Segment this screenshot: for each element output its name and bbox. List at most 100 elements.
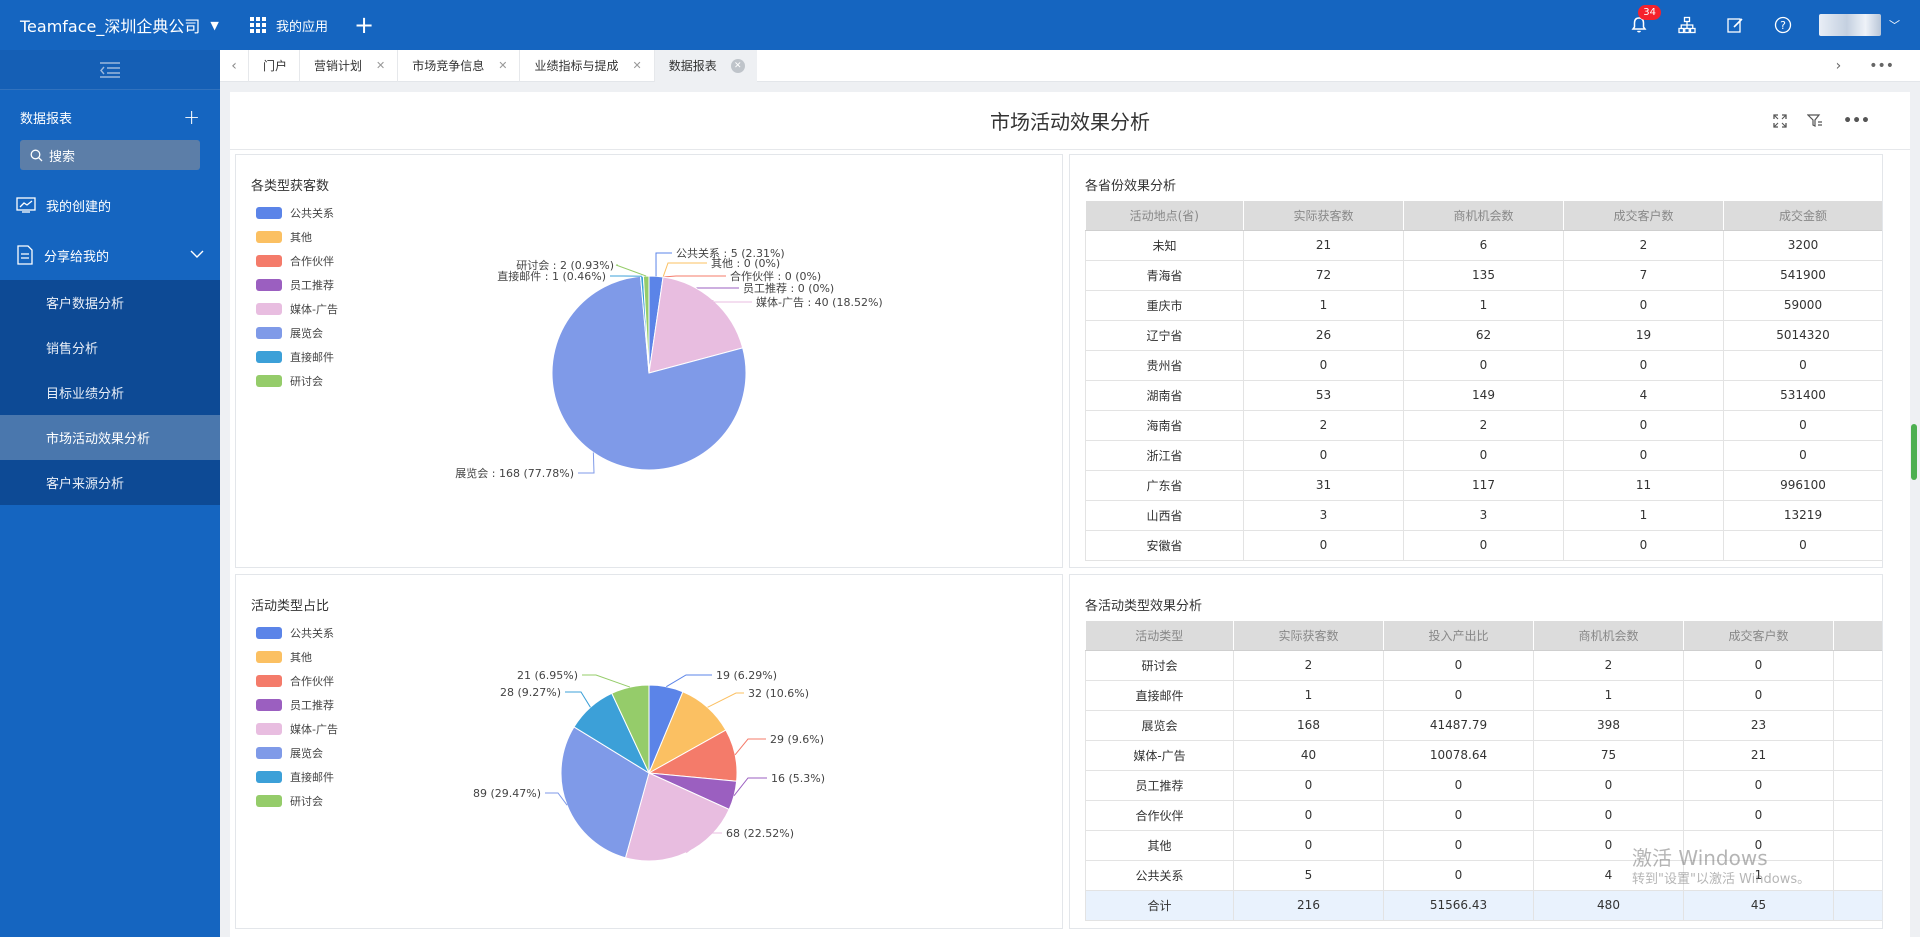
apps-grid-icon [250,17,266,33]
table-cell: 6 [1403,230,1564,261]
close-circle-icon[interactable]: ✕ [730,58,745,73]
sidebar-item-shared-with-me[interactable]: 分享给我的 [0,230,220,280]
table-cell: 4 [1533,860,1684,891]
table-cell: 0 [1563,530,1724,561]
add-icon[interactable]: + [354,11,375,39]
table-cell: 青海省 [1085,260,1244,291]
pie-data-label: 89 (29.47%) [473,787,541,800]
column-header[interactable]: 实际获客数 [1243,201,1404,231]
table-cell: 5014320 [1723,320,1882,351]
company-name: Teamface_深圳企典公司 [20,17,201,36]
legend-item[interactable]: 直接邮件 [256,345,338,369]
table-cell: 0 [1403,530,1564,561]
user-avatar[interactable] [1819,14,1881,36]
my-apps-button[interactable]: 我的应用 [250,16,328,35]
sidebar-subitem-marketing-effect[interactable]: 市场活动效果分析 [0,415,220,460]
user-menu-caret-icon[interactable]: ﹀ [1889,19,1900,32]
sidebar-search-input[interactable]: 搜索 [20,140,200,170]
column-header[interactable]: 实际获客数 [1233,621,1384,651]
legend-item[interactable]: 合作伙伴 [256,669,338,693]
panel-title: 活动类型占比 [251,599,330,614]
legend-label: 公共关系 [290,207,334,220]
table-cell: 41487.79 [1383,710,1534,741]
legend-item[interactable]: 媒体-广告 [256,297,338,321]
legend-item[interactable]: 研讨会 [256,369,338,393]
table-cell: 0 [1383,650,1534,681]
close-icon[interactable]: ✕ [498,59,508,72]
pie-chart-customers: 公共关系 : 5 (2.31%)其他 : 0 (0%)合作伙伴 : 0 (0%)… [455,246,882,480]
org-chart-icon[interactable] [1675,13,1699,37]
sidebar-subitem-target-performance[interactable]: 目标业绩分析 [46,387,125,402]
table-cell-filler [1833,830,1882,861]
sidebar-subitem-sales[interactable]: 销售分析 [46,342,99,357]
table-cell: 0 [1723,350,1882,381]
table-cell: 0 [1403,350,1564,381]
pie-leader-line [578,452,595,474]
column-header[interactable]: 商机机会数 [1533,621,1684,651]
svg-text:?: ? [1780,19,1786,32]
legend-label: 合作伙伴 [290,255,334,268]
column-header[interactable]: 投入产出比 [1383,621,1534,651]
filter-icon[interactable] [1807,113,1823,129]
table-cell: 重庆市 [1085,290,1244,321]
report-more-icon[interactable]: ••• [1843,113,1870,129]
column-header[interactable]: 活动地点(省) [1085,201,1244,231]
legend-item[interactable]: 其他 [256,225,338,249]
legend-item[interactable]: 展览会 [256,321,338,345]
column-header[interactable]: 商机机会数 [1403,201,1564,231]
table-cell: 0 [1723,440,1882,471]
column-header[interactable]: 成交金额 [1723,201,1882,231]
table-cell: 0 [1723,410,1882,441]
legend-item[interactable]: 合作伙伴 [256,249,338,273]
close-icon[interactable]: ✕ [632,59,642,72]
notification-bell-icon[interactable]: 34 [1627,5,1661,37]
pie-slice[interactable] [611,684,650,774]
pie-slice[interactable] [551,275,747,471]
legend-item[interactable]: 其他 [256,645,338,669]
legend-item[interactable]: 员工推荐 [256,693,338,717]
legend-item[interactable]: 公共关系 [256,201,338,225]
column-header[interactable]: 成交客户数 [1683,621,1834,651]
collapse-menu-icon [100,61,120,78]
column-header[interactable]: 成交客户数 [1563,201,1724,231]
column-header[interactable]: 活动类型 [1085,621,1234,651]
pie-slice[interactable] [642,275,650,374]
sidebar-subitem-customer-source[interactable]: 客户来源分析 [46,477,125,492]
panel-activity-ratio: 活动类型占比 公共关系 其他 合作伙伴 员工推荐 媒体-广告 展览会 直接邮件 研讨会 19 … [235,574,1063,929]
tab-scroll-right-icon[interactable]: › [1835,58,1842,74]
fullscreen-icon[interactable] [1773,114,1787,128]
sidebar-item-my-created[interactable]: 我的创建的 [0,180,220,230]
tab-market-competition[interactable]: 市场竞争信息 ✕ [397,49,519,82]
tab-portal[interactable]: 门户 [248,49,299,82]
tab-label: 数据报表 [668,59,717,73]
table-cell: 未知 [1085,230,1244,261]
pie-slice[interactable] [648,276,744,374]
tab-scroll-left-icon[interactable]: ‹ [231,57,237,74]
help-icon[interactable]: ? [1771,13,1795,37]
sidebar-subitem-customer-data[interactable]: 客户数据分析 [46,297,125,312]
table-cell-filler [1833,770,1882,801]
page-scrollbar-thumb[interactable] [1911,424,1917,480]
legend-item[interactable]: 直接邮件 [256,765,338,789]
legend-item[interactable]: 媒体-广告 [256,717,338,741]
tab-data-report[interactable]: 数据报表 ✕ [653,49,757,82]
close-icon[interactable]: ✕ [376,59,386,72]
table-cell: 117 [1403,470,1564,501]
table-cell: 51566.43 [1383,890,1534,921]
edit-icon[interactable] [1723,13,1747,37]
company-switcher[interactable]: Teamface_深圳企典公司 ▼ [0,13,235,37]
more-icon[interactable]: ••• [1869,58,1894,74]
legend-label: 展览会 [290,747,323,760]
pie-leader-line [695,300,752,303]
pie-data-label: 研讨会 : 2 (0.93%) [516,259,614,272]
legend-item[interactable]: 研讨会 [256,789,338,813]
legend-item[interactable]: 员工推荐 [256,273,338,297]
add-report-icon[interactable]: + [183,105,200,129]
table-cell: 海南省 [1085,410,1244,441]
legend-item[interactable]: 公共关系 [256,621,338,645]
legend-item[interactable]: 展览会 [256,741,338,765]
tab-performance-commission[interactable]: 业绩指标与提成 ✕ [519,49,653,82]
tab-marketing-plan[interactable]: 营销计划 ✕ [299,49,397,82]
sidebar-collapse-button[interactable] [0,50,220,90]
table-row: 安徽省 0 0 0 0 [1085,530,1882,561]
